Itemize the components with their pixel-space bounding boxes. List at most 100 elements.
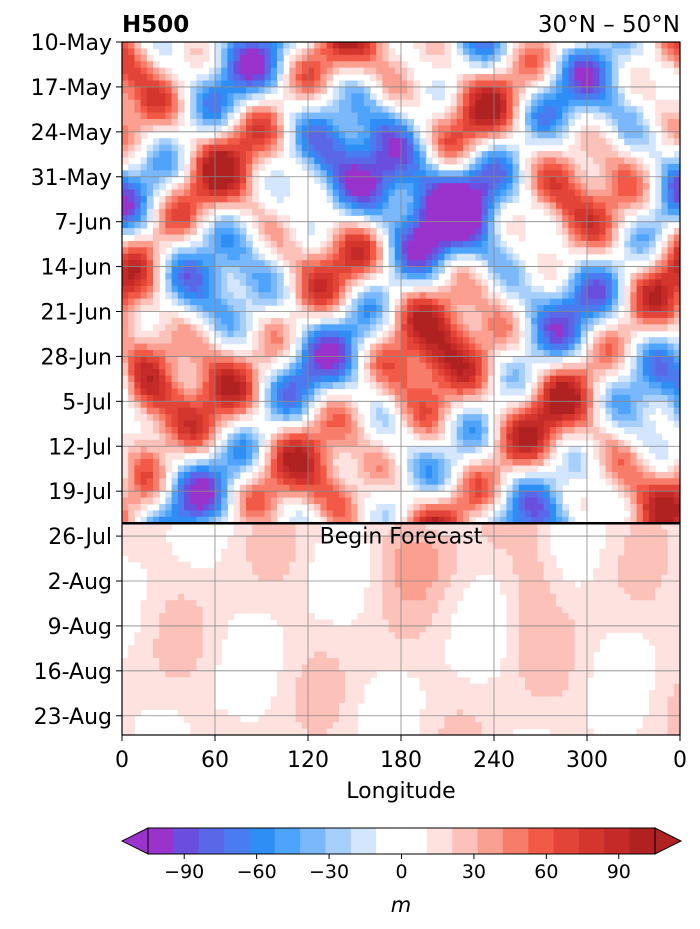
anomaly-cell [649, 420, 656, 428]
anomaly-cell [159, 401, 166, 409]
anomaly-cell [202, 80, 210, 88]
anomaly-cell [649, 433, 656, 441]
anomaly-cell [308, 86, 315, 94]
anomaly-cell [506, 228, 514, 236]
anomaly-cell [332, 61, 340, 69]
anomaly-cell [407, 266, 414, 274]
anomaly-cell [252, 125, 259, 133]
anomaly-cell [140, 414, 148, 422]
anomaly-cell [301, 260, 309, 268]
anomaly-cell [351, 362, 359, 370]
anomaly-cell [252, 196, 259, 204]
anomaly-cell [264, 439, 272, 447]
anomaly-cell [388, 112, 396, 120]
anomaly-cell [419, 221, 427, 229]
anomaly-cell [494, 446, 501, 454]
anomaly-cell [332, 99, 340, 107]
anomaly-cell [233, 260, 241, 268]
anomaly-cell [599, 292, 607, 300]
anomaly-cell [587, 131, 594, 139]
anomaly-cell [394, 317, 402, 325]
anomaly-cell [580, 311, 588, 319]
anomaly-cell [407, 343, 414, 351]
anomaly-cell [537, 420, 545, 428]
anomaly-cell [438, 452, 445, 460]
anomaly-cell [438, 157, 445, 165]
anomaly-cell [246, 138, 253, 146]
anomaly-cell [388, 208, 396, 216]
anomaly-cell [506, 382, 514, 390]
anomaly-cell [314, 427, 321, 435]
anomaly-cell [376, 285, 383, 293]
anomaly-cell [419, 407, 427, 415]
anomaly-cell [475, 163, 483, 171]
anomaly-cell [345, 61, 352, 69]
anomaly-cell [246, 131, 253, 139]
anomaly-cell [357, 465, 365, 473]
anomaly-cell [332, 292, 340, 300]
anomaly-cell [574, 228, 582, 236]
anomaly-cell [345, 350, 352, 358]
anomaly-cell [184, 317, 191, 325]
anomaly-cell [246, 183, 253, 191]
anomaly-cell [122, 61, 129, 69]
anomaly-cell [227, 99, 235, 107]
anomaly-cell [140, 375, 148, 383]
anomaly-cell [500, 240, 507, 248]
anomaly-cell [128, 208, 135, 216]
anomaly-cell [630, 273, 638, 281]
anomaly-cell [376, 343, 383, 351]
anomaly-cell [382, 61, 390, 69]
anomaly-cell [159, 247, 166, 255]
anomaly-cell [308, 42, 315, 50]
anomaly-cell [140, 157, 148, 165]
anomaly-cell [500, 285, 507, 293]
anomaly-cell [407, 93, 414, 101]
anomaly-cell [134, 183, 142, 191]
anomaly-cell [382, 228, 390, 236]
anomaly-cell [463, 427, 470, 435]
anomaly-cell [463, 273, 470, 281]
anomaly-cell [525, 54, 532, 62]
anomaly-cell [518, 67, 526, 75]
anomaly-cell [332, 382, 340, 390]
anomaly-cell [314, 452, 321, 460]
anomaly-cell [239, 285, 247, 293]
anomaly-cell [196, 330, 204, 338]
anomaly-cell [314, 337, 321, 345]
anomaly-cell [574, 375, 582, 383]
anomaly-cell [308, 144, 315, 152]
anomaly-cell [525, 292, 532, 300]
anomaly-cell [177, 86, 185, 94]
anomaly-cell [667, 356, 675, 364]
anomaly-cell [215, 106, 222, 114]
anomaly-cell [494, 215, 501, 223]
anomaly-cell [376, 189, 383, 197]
anomaly-cell [506, 221, 514, 229]
anomaly-cell [500, 80, 507, 88]
anomaly-cell [128, 260, 135, 268]
anomaly-cell [618, 414, 625, 422]
anomaly-cell [419, 452, 427, 460]
anomaly-cell [624, 196, 631, 204]
anomaly-cell [512, 61, 520, 69]
anomaly-cell [184, 292, 191, 300]
anomaly-cell [295, 407, 303, 415]
anomaly-cell [611, 388, 619, 396]
anomaly-cell [215, 324, 222, 332]
anomaly-cell [475, 131, 483, 139]
anomaly-cell [661, 176, 669, 184]
anomaly-cell [667, 285, 675, 293]
anomaly-cell [153, 375, 160, 383]
anomaly-cell [432, 317, 439, 325]
anomaly-cell [630, 311, 638, 319]
anomaly-cell [326, 317, 334, 325]
anomaly-cell [221, 221, 228, 229]
anomaly-cell [146, 285, 154, 293]
anomaly-cell [165, 42, 173, 50]
anomaly-cell [277, 253, 284, 261]
anomaly-cell [562, 215, 569, 223]
anomaly-cell [122, 305, 129, 313]
anomaly-cell [153, 176, 160, 184]
anomaly-cell [221, 260, 228, 268]
